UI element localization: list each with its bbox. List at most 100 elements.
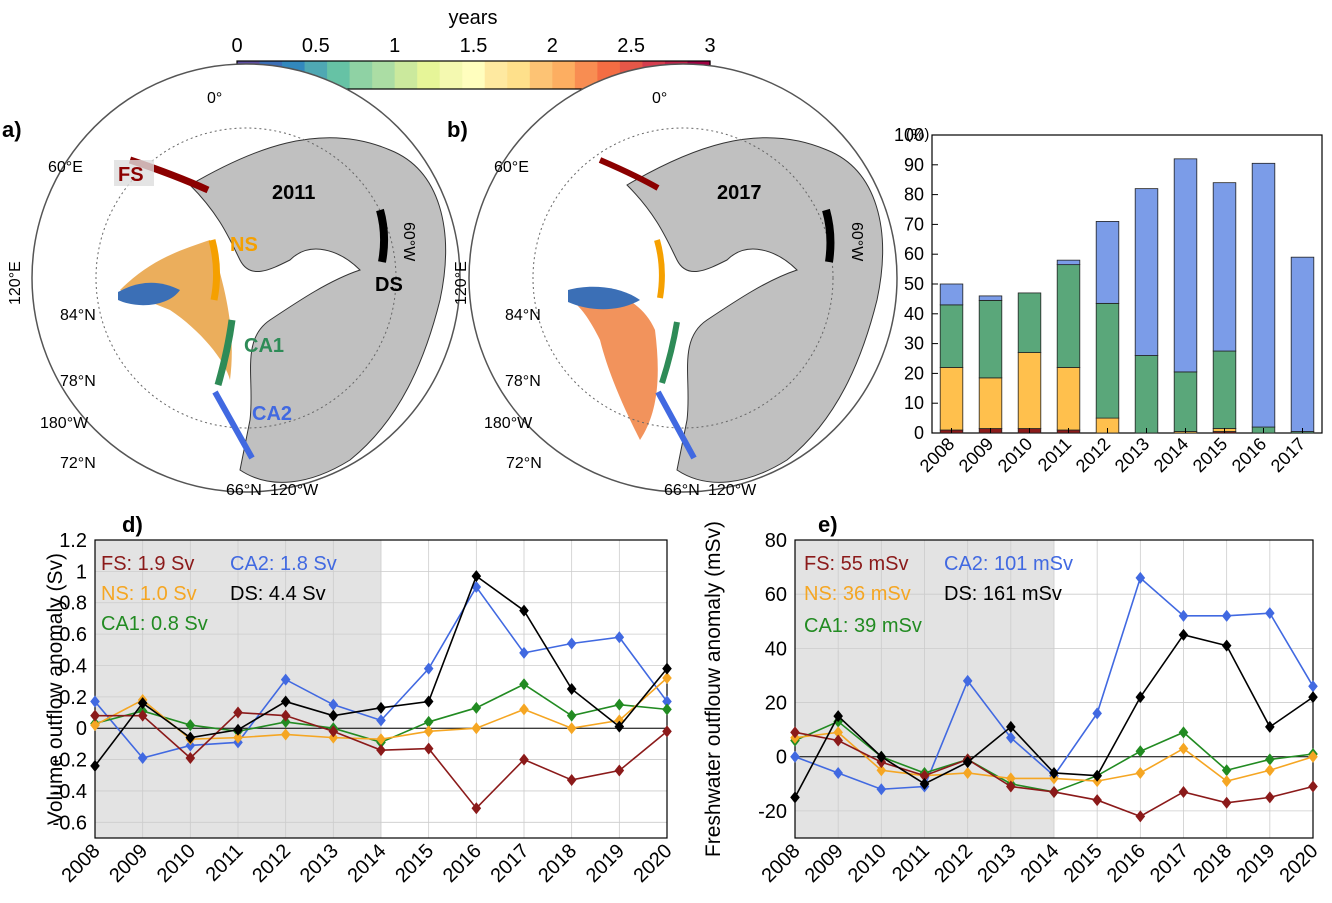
data-point [919, 769, 930, 782]
legend-entry: FS: 55 mSv [804, 553, 908, 575]
x-tick-label: 2008 [58, 840, 105, 887]
bar-segment [939, 304, 964, 368]
data-point [876, 750, 887, 763]
x-tick-label: 2017 [487, 840, 534, 887]
bar-segment [939, 367, 964, 431]
y-tick-label: 30 [904, 334, 924, 354]
map-b-lat-78: 78°N [505, 373, 541, 390]
y-tick-label: 80 [904, 185, 924, 205]
data-point [185, 739, 196, 752]
data-point [1178, 785, 1189, 798]
data-point [1135, 745, 1146, 758]
colorbar-segment [484, 61, 508, 89]
y-axis-label: Volume outflow anomaly (Sv) [44, 553, 67, 825]
data-point [614, 720, 625, 733]
bar-segment [1056, 367, 1081, 431]
map-b-graticule [532, 127, 834, 429]
x-tick-label: 2017 [1267, 434, 1309, 476]
colorbar-tick-label: 1 [389, 35, 400, 57]
map-b-tracer-source [568, 286, 640, 310]
legend-entry: FS: 1.9 Sv [101, 553, 194, 575]
map-a-lon-0: 0° [207, 90, 222, 107]
data-point [423, 662, 434, 675]
data-point [919, 777, 930, 790]
data-point [519, 753, 529, 766]
y-tick-label: -20 [758, 801, 787, 823]
data-point [376, 714, 386, 727]
data-point [280, 728, 291, 741]
x-tick-label: 2020 [1276, 840, 1323, 887]
map-label-ca2: CA2 [252, 403, 292, 425]
data-point [519, 678, 529, 691]
data-point [790, 726, 800, 739]
data-point [1135, 571, 1146, 584]
colorbar-segment [439, 61, 463, 89]
x-tick-label: 2019 [1232, 840, 1279, 887]
map-b-tracer [570, 288, 658, 440]
data-point [137, 752, 148, 765]
map-a-lon-180w: 180°W [40, 415, 89, 432]
map-b-lon-0: 0° [652, 90, 667, 107]
data-point [423, 695, 434, 708]
data-point [471, 802, 482, 815]
x-tick-label: 2016 [1103, 840, 1150, 887]
data-point [962, 756, 973, 769]
data-point [1006, 720, 1016, 733]
x-tick-label: 2013 [1111, 434, 1153, 476]
data-point [519, 646, 529, 659]
bar-segment [978, 295, 1003, 301]
data-point [1006, 780, 1016, 793]
map-label-ds: DS [375, 274, 403, 296]
map-panel-a: a) FS NS DS CA1 CA2 2011 0° 60°E 120°E 8… [2, 63, 461, 499]
bar-segment [1017, 292, 1042, 353]
data-point [662, 672, 672, 685]
data-point [1178, 742, 1189, 755]
bar-segment [1095, 221, 1120, 304]
map-a-tracer-source [118, 282, 180, 306]
x-tick-label: 2014 [1150, 434, 1192, 476]
y-tick-label: 90 [904, 155, 924, 175]
data-point [233, 706, 243, 719]
bar-segment [1134, 188, 1159, 356]
bar-segment [1134, 355, 1159, 434]
legend-entry: DS: 161 mSv [944, 583, 1062, 605]
data-point [614, 698, 625, 711]
data-point [519, 703, 529, 716]
panel-label-a: a) [2, 117, 22, 142]
data-point [1265, 764, 1275, 777]
legend-entry: NS: 36 mSv [804, 583, 911, 605]
data-point [1092, 769, 1102, 782]
data-point [833, 726, 843, 739]
data-point [1049, 766, 1059, 779]
data-point [185, 752, 196, 765]
data-point [566, 709, 577, 722]
data-point [90, 719, 100, 732]
data-point [1178, 609, 1189, 622]
x-tick-label: 2012 [1072, 434, 1114, 476]
y-tick-label: 40 [765, 638, 787, 660]
bar-segment [1173, 158, 1198, 373]
data-point [233, 723, 243, 736]
data-point [471, 701, 482, 714]
data-point [471, 570, 482, 583]
colorbar-segment [574, 61, 598, 89]
data-point [90, 709, 100, 722]
map-b-year: 2017 [717, 182, 762, 204]
data-point [328, 731, 339, 744]
y-tick-label: 60 [904, 244, 924, 264]
plot-frame [94, 539, 668, 839]
x-tick-label: 2018 [534, 840, 581, 887]
colorbar-segment [552, 61, 576, 89]
y-tick-label: 0 [776, 747, 787, 769]
map-panel-b: b) 2017 0° 60°E 120°E 84°N 78°N 180°W 72… [447, 63, 898, 499]
legend-entry: CA2: 1.8 Sv [230, 553, 337, 575]
data-point [280, 673, 291, 686]
map-label-ns: NS [230, 234, 258, 256]
legend-entry: CA1: 0.8 Sv [101, 613, 208, 635]
y-tick-label: 50 [904, 274, 924, 294]
data-point [137, 697, 148, 710]
y-tick-label: 0.8 [59, 593, 87, 615]
x-tick-label: 2010 [844, 840, 891, 887]
x-tick-label: 2019 [582, 840, 629, 887]
map-a-lat-72: 72°N [60, 455, 96, 472]
